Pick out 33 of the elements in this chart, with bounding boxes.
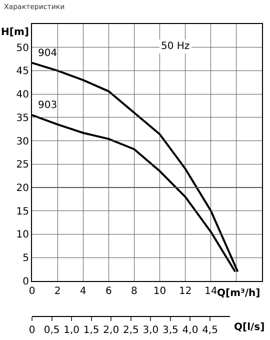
y-tick-label: 15: [16, 206, 29, 218]
x2-tick-label: 2,0: [103, 325, 120, 336]
series-label: 904: [38, 48, 58, 59]
y-axis-title: H[m]: [1, 27, 29, 38]
x-tick-label: 6: [105, 286, 112, 297]
y-tick-label: 5: [22, 253, 29, 264]
y-tick-label: 45: [16, 66, 29, 78]
y-tick-label: 50: [16, 42, 29, 54]
series-label: 903: [38, 100, 58, 111]
x-tick-label: 10: [153, 286, 166, 297]
x-tick-label: 8: [131, 286, 138, 297]
x2-tick-label: 3,5: [162, 325, 178, 336]
x-axis-title: Q[m³/h]: [217, 288, 260, 299]
x2-axis-title: Q[l/s]: [234, 322, 265, 333]
y-tick-label: 40: [16, 90, 29, 101]
y-tick-label: 10: [16, 230, 29, 241]
x2-tick-label: 4,0: [182, 325, 198, 336]
x-tick-label: 14: [204, 286, 218, 297]
x2-tick-label: 0,5: [44, 325, 60, 336]
x2-tick-label: 1,0: [64, 325, 80, 336]
x2-tick-label: 4,5: [202, 325, 218, 336]
x-tick-label: 12: [178, 286, 192, 297]
x-tick-label: 4: [80, 286, 86, 297]
y-tick-label: 25: [16, 160, 29, 171]
y-tick-label: 30: [16, 136, 29, 148]
x2-tick-label: 2,5: [122, 325, 139, 336]
x-tick-label: 2: [54, 286, 61, 297]
y-tick-label: 35: [16, 112, 29, 124]
annotation: 50 Hz: [161, 41, 190, 52]
y-tick-label: 20: [16, 183, 29, 194]
y-tick-label: 0: [22, 276, 29, 288]
x2-tick-label: 3,0: [142, 325, 159, 336]
x2-tick-label: 1,5: [83, 325, 100, 336]
